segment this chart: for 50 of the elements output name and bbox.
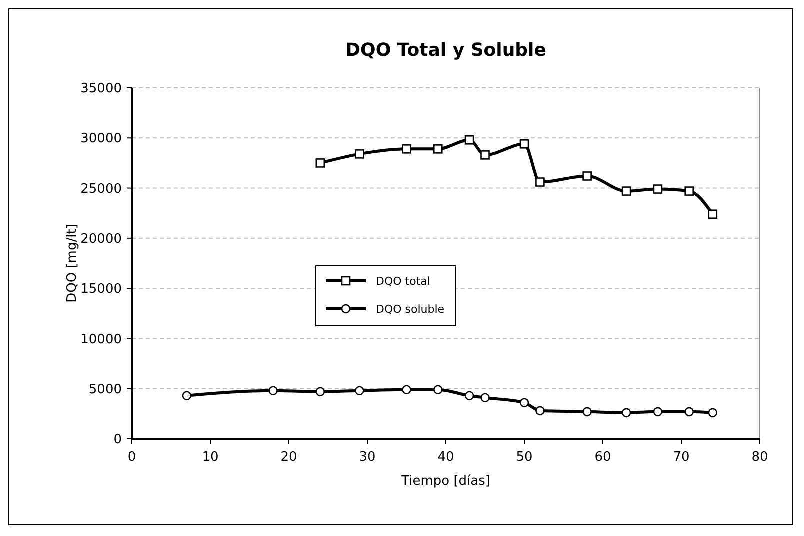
point	[182, 391, 192, 401]
point	[268, 386, 278, 396]
point	[464, 136, 474, 145]
x-tick-label: 50	[516, 450, 533, 465]
point	[653, 184, 663, 194]
x-tick-label: 30	[359, 450, 376, 465]
x-tick-label: 80	[752, 450, 768, 465]
x-tick-label: 40	[438, 450, 454, 465]
point	[480, 150, 490, 160]
point	[708, 408, 718, 418]
point	[582, 172, 592, 181]
x-tick-label: 10	[202, 450, 219, 465]
y-tick-label: 10000	[80, 332, 122, 348]
point	[355, 386, 364, 396]
legend-label: DQO total	[376, 274, 430, 288]
point	[520, 140, 530, 149]
x-axis-title: Tiempo [días]	[400, 474, 490, 489]
point	[434, 144, 443, 154]
point	[402, 385, 412, 395]
point	[316, 158, 326, 168]
point	[402, 144, 412, 154]
point	[622, 186, 632, 196]
y-tick-label: 20000	[80, 232, 122, 247]
point	[480, 393, 490, 403]
point	[520, 398, 530, 408]
y-tick-label: 25000	[80, 182, 122, 197]
point	[434, 385, 443, 395]
point	[708, 210, 718, 220]
y-tick-label: 0	[114, 432, 122, 448]
legend-label: DQO soluble	[376, 302, 445, 316]
point	[582, 407, 592, 417]
y-tick-label: 35000	[80, 82, 122, 97]
point	[355, 150, 364, 159]
y-tick-label: 30000	[80, 132, 122, 147]
y-tick-label: 5000	[88, 382, 122, 398]
x-tick-label: 60	[594, 450, 612, 465]
point	[684, 186, 694, 196]
x-tick-label: 70	[673, 450, 690, 465]
chart-title: DQO Total y Soluble	[346, 40, 546, 61]
point	[622, 408, 632, 418]
y-tick-label: 15000	[80, 282, 122, 298]
point	[316, 387, 326, 397]
point	[464, 391, 474, 401]
point	[536, 406, 545, 416]
y-axis-title: DQO [mg/lt]	[65, 224, 80, 303]
point	[684, 407, 694, 417]
point	[536, 178, 545, 187]
x-tick-label: 20	[280, 450, 298, 465]
x-tick-label: 0	[128, 450, 136, 465]
point	[653, 407, 663, 417]
